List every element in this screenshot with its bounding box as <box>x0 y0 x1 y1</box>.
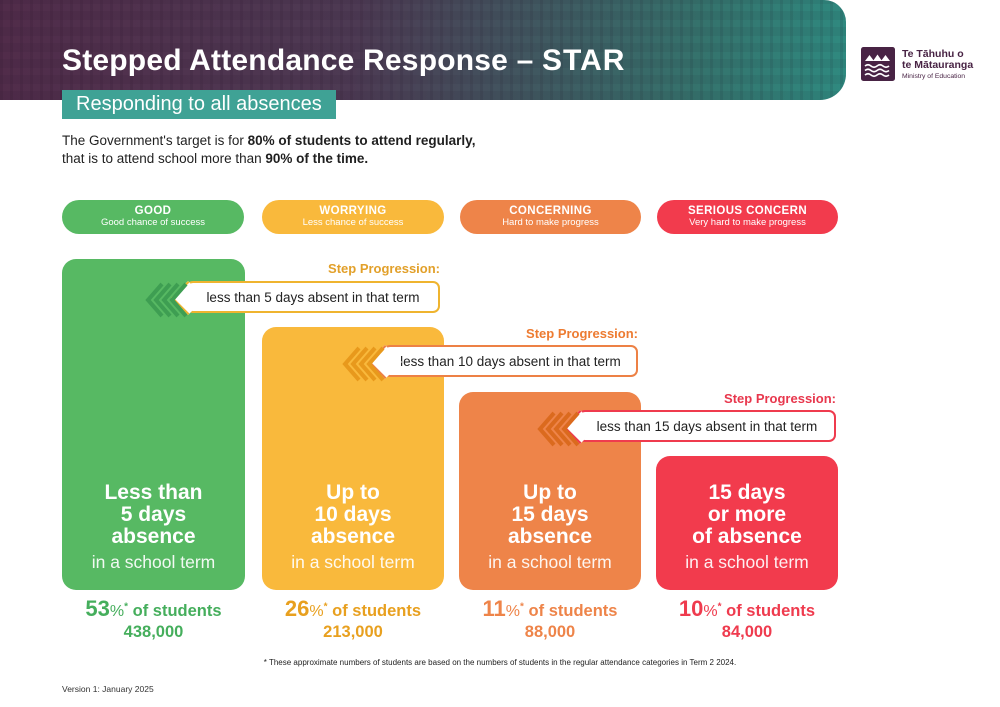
bar-title-line: absence <box>310 525 396 548</box>
chevrons-icon <box>145 282 188 318</box>
bar-subtitle: in a school term <box>291 552 415 572</box>
percent-sign: % <box>309 603 324 620</box>
category-pill-concerning: CONCERNING Hard to make progress <box>460 200 641 234</box>
bar-text: Up to 10 days absence in a school term <box>262 482 444 573</box>
stat-percent: 53 <box>85 596 110 621</box>
category-pill-serious-concern: SERIOUS CONCERN Very hard to make progre… <box>657 200 838 234</box>
category-sub: Less chance of success <box>302 217 404 229</box>
stat-concerning: 11%* of students 88,000 <box>459 596 641 642</box>
chevrons-icon <box>537 411 580 447</box>
bar-title-line: absence <box>507 525 593 548</box>
stat-count: 438,000 <box>123 623 184 642</box>
bar-text: Less than 5 days absence in a school ter… <box>62 482 245 573</box>
logo-line2: te Mātauranga <box>902 59 974 72</box>
bar-subtitle: in a school term <box>488 552 612 572</box>
step-progression-text: less than 15 days absent in that term <box>596 418 818 434</box>
logo-line1: Te Tāhuhu o <box>902 48 964 60</box>
percent-sign: % <box>703 603 718 620</box>
footnote-marker: * <box>323 601 328 613</box>
header-pattern <box>0 0 846 100</box>
footnote-marker: * <box>717 601 722 613</box>
stat-students-label: of students <box>726 602 816 620</box>
category-pill-good: GOOD Good chance of success <box>62 200 244 234</box>
header-band <box>0 0 846 100</box>
footnote-marker: * <box>520 601 524 613</box>
page-title-regular: Stepped Attendance Response – <box>62 44 542 77</box>
stat-line: 26%* of students <box>262 596 444 621</box>
bar-title-line: Up to <box>523 481 577 504</box>
percent-sign: % <box>109 603 125 620</box>
percent-sign: % <box>505 603 521 620</box>
bar-subtitle: in a school term <box>685 552 809 572</box>
step-bar-15-days-or-more: 15 days or more of absence in a school t… <box>656 456 838 590</box>
stat-line: 11%* of students <box>459 596 641 621</box>
stat-count: 88,000 <box>524 623 576 642</box>
intro-seg3: that is to attend school more than <box>62 151 266 166</box>
ministry-logo-icon <box>861 47 895 81</box>
stat-students-label: of students <box>132 602 222 620</box>
bar-text: 15 days or more of absence in a school t… <box>656 482 838 573</box>
intro-text: The Government's target is for 80% of st… <box>62 132 475 168</box>
step-progression-label-3: Step Progression: <box>724 391 836 406</box>
bar-subtitle: in a school term <box>91 552 216 572</box>
bar-title-line: Less than <box>104 481 203 504</box>
stat-line: 10%* of students <box>656 596 838 621</box>
step-progression-callout-3: less than 15 days absent in that term <box>537 410 836 447</box>
chevrons-icon <box>342 346 385 382</box>
intro-seg1: The Government's target is for <box>62 133 248 148</box>
category-sub: Hard to make progress <box>502 217 599 229</box>
bar-text: Up to 15 days absence in a school term <box>459 482 641 573</box>
bar-title-line: 10 days <box>314 503 392 526</box>
logo-line3: Ministry of Education <box>902 73 966 81</box>
footnote-marker: * <box>124 601 129 613</box>
stat-percent: 11 <box>482 596 506 621</box>
step-progression-label-1: Step Progression: <box>328 261 440 276</box>
step-progression-callout-2: less than 10 days absent in that term <box>342 345 638 382</box>
page-title: Stepped Attendance Response – STAR <box>62 44 625 78</box>
bar-title-line: 5 days <box>120 503 187 526</box>
bar-title-line: 15 days <box>708 481 786 504</box>
stat-line: 53%* of students <box>62 596 245 621</box>
step-progression-text: less than 10 days absent in that term <box>400 353 621 369</box>
bar-title-line: or more <box>707 503 787 526</box>
intro-seg4: 90% of the time. <box>265 151 369 166</box>
stat-percent: 10 <box>678 596 704 621</box>
footnote: * These approximate numbers of students … <box>263 658 737 667</box>
step-progression-text: less than 5 days absent in that term <box>206 289 420 305</box>
category-pill-worrying: WORRYING Less chance of success <box>262 200 444 234</box>
step-bar-less-than-5-days: Less than 5 days absence in a school ter… <box>62 259 245 590</box>
category-label: SERIOUS CONCERN <box>687 205 808 218</box>
category-sub: Very hard to make progress <box>689 217 806 229</box>
stat-count: 213,000 <box>323 623 383 642</box>
stat-students-label: of students <box>528 602 618 620</box>
stat-percent: 26 <box>284 596 310 621</box>
category-label: CONCERNING <box>509 205 592 218</box>
bar-title-line: of absence <box>692 525 802 548</box>
step-progression-label-2: Step Progression: <box>526 326 638 341</box>
stat-students-label: of students <box>332 602 422 620</box>
intro-seg2: 80% of students to attend regularly, <box>247 133 476 148</box>
version-text: Version 1: January 2025 <box>62 684 154 694</box>
ministry-logo-text: Te Tāhuhu o te Mātauranga Ministry of Ed… <box>902 47 973 80</box>
stat-serious-concern: 10%* of students 84,000 <box>656 596 838 642</box>
step-progression-callout-1: less than 5 days absent in that term <box>145 281 440 318</box>
stat-worrying: 26%* of students 213,000 <box>262 596 444 642</box>
bar-title-line: absence <box>111 525 196 548</box>
ministry-logo: Te Tāhuhu o te Mātauranga Ministry of Ed… <box>861 47 973 81</box>
category-label: GOOD <box>134 205 172 218</box>
bar-title-line: Up to <box>326 481 380 504</box>
bar-title-line: 15 days <box>511 503 589 526</box>
stat-count: 84,000 <box>721 623 773 642</box>
stat-good: 53%* of students 438,000 <box>62 596 245 642</box>
category-sub: Good chance of success <box>100 217 206 229</box>
category-label: WORRYING <box>319 205 387 218</box>
subtitle-badge: Responding to all absences <box>62 90 336 119</box>
page-title-acronym: STAR <box>542 44 626 77</box>
